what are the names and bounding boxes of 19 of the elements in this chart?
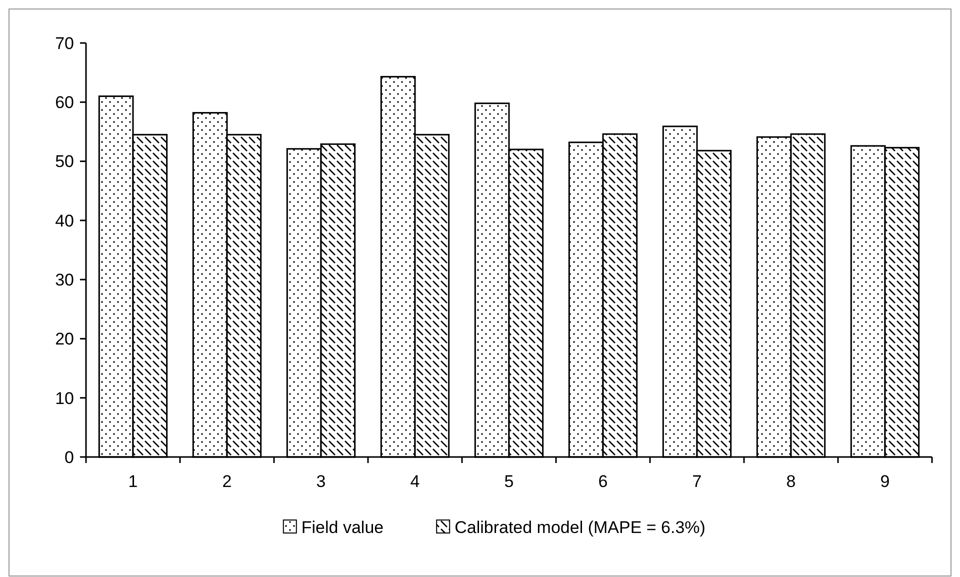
y-tick-label: 30: [55, 270, 74, 290]
legend-label: Calibrated model (MAPE = 6.3%): [454, 518, 706, 537]
y-tick-label: 60: [55, 93, 74, 112]
y-tick-label: 50: [55, 152, 74, 172]
x-tick-label: 2: [222, 472, 232, 491]
y-tick-label: 40: [55, 211, 74, 230]
x-tick-label: 9: [880, 472, 890, 491]
y-tick-label: 70: [55, 34, 74, 53]
y-tick-label: 10: [55, 388, 74, 408]
y-tick-label: 0: [64, 448, 74, 467]
x-tick-label: 1: [128, 472, 138, 491]
y-tick-label: 20: [55, 330, 74, 349]
x-tick-label: 4: [410, 472, 420, 491]
x-tick-label: 5: [504, 472, 514, 491]
x-tick-label: 6: [598, 472, 608, 491]
x-tick-label: 7: [692, 472, 702, 491]
legend-label: Field value: [301, 518, 384, 537]
x-tick-label: 8: [786, 472, 796, 491]
x-tick-label: 3: [316, 472, 326, 491]
